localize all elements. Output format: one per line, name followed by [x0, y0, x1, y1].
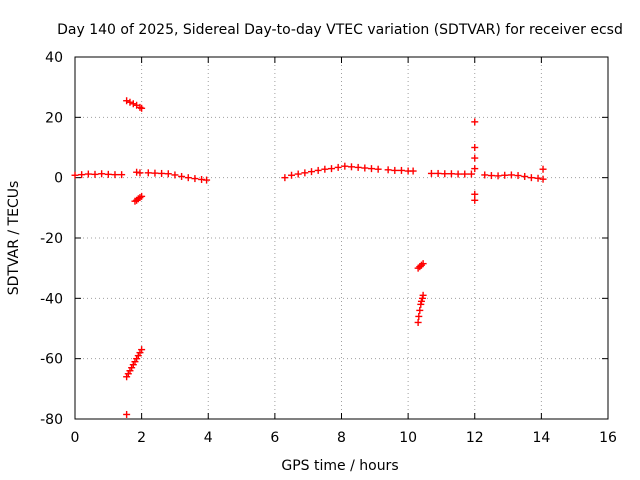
data-point [347, 163, 355, 171]
x-axis-label: GPS time / hours [281, 458, 398, 474]
data-point [391, 166, 399, 174]
y-tick-label: 0 [54, 171, 63, 187]
x-tick-label: 2 [137, 430, 146, 446]
data-point [321, 165, 329, 173]
data-point [111, 171, 119, 179]
data-point [507, 171, 515, 179]
x-tick-label: 10 [399, 430, 417, 446]
data-point [184, 174, 192, 182]
data-point [104, 170, 112, 178]
data-point [178, 172, 186, 180]
data-point [144, 169, 152, 177]
data-point [501, 171, 509, 179]
data-point [471, 144, 479, 151]
data-point [203, 176, 211, 184]
data-point [328, 165, 336, 173]
data-point [138, 346, 146, 354]
data-point [308, 168, 316, 176]
data-point [471, 190, 479, 198]
data-point [384, 166, 392, 174]
data-point [123, 410, 131, 418]
data-point [471, 196, 479, 204]
data-point [434, 169, 442, 177]
data-point [129, 100, 137, 108]
data-point [527, 174, 535, 182]
data-point [341, 162, 349, 170]
data-point [164, 170, 172, 178]
data-point [539, 165, 547, 173]
data-point [409, 167, 417, 175]
data-point [367, 165, 375, 173]
data-point [191, 175, 199, 183]
data-point [454, 170, 462, 178]
data-point [415, 312, 423, 320]
data-point [314, 166, 322, 174]
x-tick-label: 14 [532, 430, 550, 446]
data-point [416, 306, 424, 314]
y-tick-label: -60 [40, 352, 63, 368]
data-point [441, 170, 449, 178]
data-point [78, 171, 86, 179]
data-point [494, 172, 502, 180]
data-point [534, 174, 542, 182]
data-point [461, 170, 469, 178]
data-point [138, 192, 146, 200]
data-point [427, 169, 435, 177]
data-point [158, 169, 166, 177]
data-point [118, 171, 126, 179]
data-point [98, 170, 106, 178]
data-point [171, 171, 179, 179]
data-point [136, 169, 144, 177]
x-tick-label: 8 [337, 430, 346, 446]
data-point [84, 170, 92, 178]
chart-title: Day 140 of 2025, Sidereal Day-to-day VTE… [57, 22, 623, 38]
x-tick-label: 12 [466, 430, 484, 446]
x-tick-label: 6 [270, 430, 279, 446]
data-point [397, 166, 405, 174]
data-point [521, 172, 529, 180]
data-point [301, 169, 309, 177]
data-point [334, 163, 342, 171]
data-point [126, 98, 134, 106]
data-point [123, 97, 131, 105]
y-tick-label: -20 [40, 231, 63, 247]
data-point [151, 169, 159, 177]
data-point [414, 318, 422, 326]
data-point [419, 291, 427, 299]
data-point [481, 171, 489, 179]
x-tick-label: 0 [71, 430, 80, 446]
data-point [361, 164, 369, 172]
data-point [71, 171, 79, 179]
x-tick-label: 16 [599, 430, 617, 446]
y-tick-label: -80 [40, 412, 63, 428]
x-tick-label: 4 [204, 430, 213, 446]
data-point [539, 175, 547, 183]
y-tick-label: 40 [45, 50, 63, 66]
data-point [487, 172, 495, 180]
grid-lines [75, 57, 608, 419]
y-tick-label: 20 [45, 110, 63, 126]
data-point [91, 170, 99, 178]
data-point [294, 170, 302, 178]
axis-ticks: 0 2 4 6 8 10 12 14 16 -80 -60 -40 -20 0 20 40 [40, 50, 617, 446]
data-point [374, 165, 382, 173]
data-point [419, 260, 427, 268]
data-point [467, 170, 475, 178]
data-point [471, 165, 479, 173]
data-point [281, 174, 289, 182]
data-points [71, 97, 547, 418]
data-point [354, 163, 362, 171]
data-point [447, 170, 455, 178]
data-point [471, 118, 479, 126]
data-point [288, 171, 296, 179]
y-axis-label: SDTVAR / TECUs [6, 181, 22, 296]
data-point [138, 104, 146, 112]
data-point [514, 172, 522, 180]
y-tick-label: -40 [40, 291, 63, 307]
data-point [471, 154, 479, 162]
